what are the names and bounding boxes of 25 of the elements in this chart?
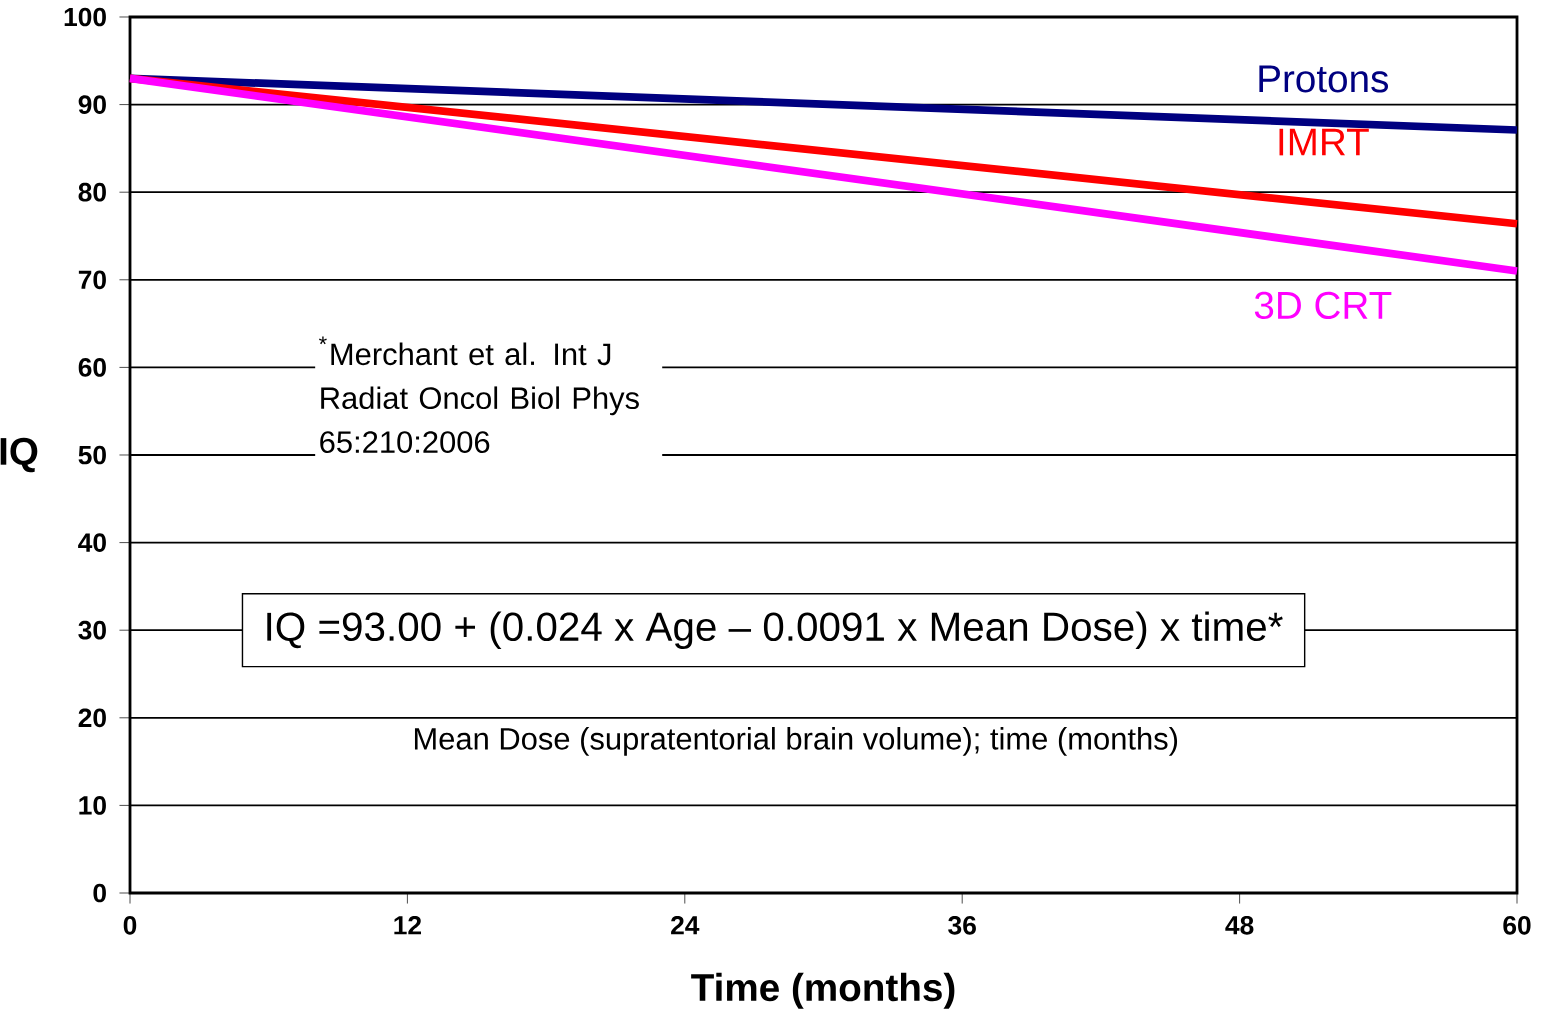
y-tick-label: 30 [78,620,106,640]
y-tick-label: 10 [79,796,106,815]
y-tick-label: 0 [93,883,106,903]
x-tick-label: 48 [1225,915,1254,935]
y-tick-label: 20 [78,708,106,728]
y-tick-label: 50 [78,445,106,465]
y-tick-label: 100 [64,7,106,27]
annotation: Mean Dose (supratentorial brain volume); time (months) [414,727,1178,756]
series-label: IMRT [1279,128,1369,156]
y-tick-label: 70 [78,270,106,290]
y-axis-title: IQ [0,437,38,473]
x-tick-label: 12 [394,915,422,935]
series-label: Protons [1259,65,1389,93]
y-tick-label: 40 [78,533,106,552]
annotation: $^{*}$Merchant et al. Int J Radiat Oncol Biol Phys 65:210:2006 [319,336,639,454]
series-label: 3D CRT [1254,291,1392,320]
x-tick-label: 36 [948,915,976,935]
y-tick-label: 90 [78,95,106,114]
y-tick-label: 60 [78,358,106,377]
x-axis-title: Time (months) [691,972,955,1009]
x-tick-label: 24 [671,915,700,935]
x-tick-label: 60 [1503,915,1531,935]
y-tick-label: 80 [78,182,106,202]
annotation: IQ =93.00 + (0.024 x Age – 0.0091 x Mean Dose) x time* [267,611,1283,650]
x-tick-label: 0 [123,915,137,935]
